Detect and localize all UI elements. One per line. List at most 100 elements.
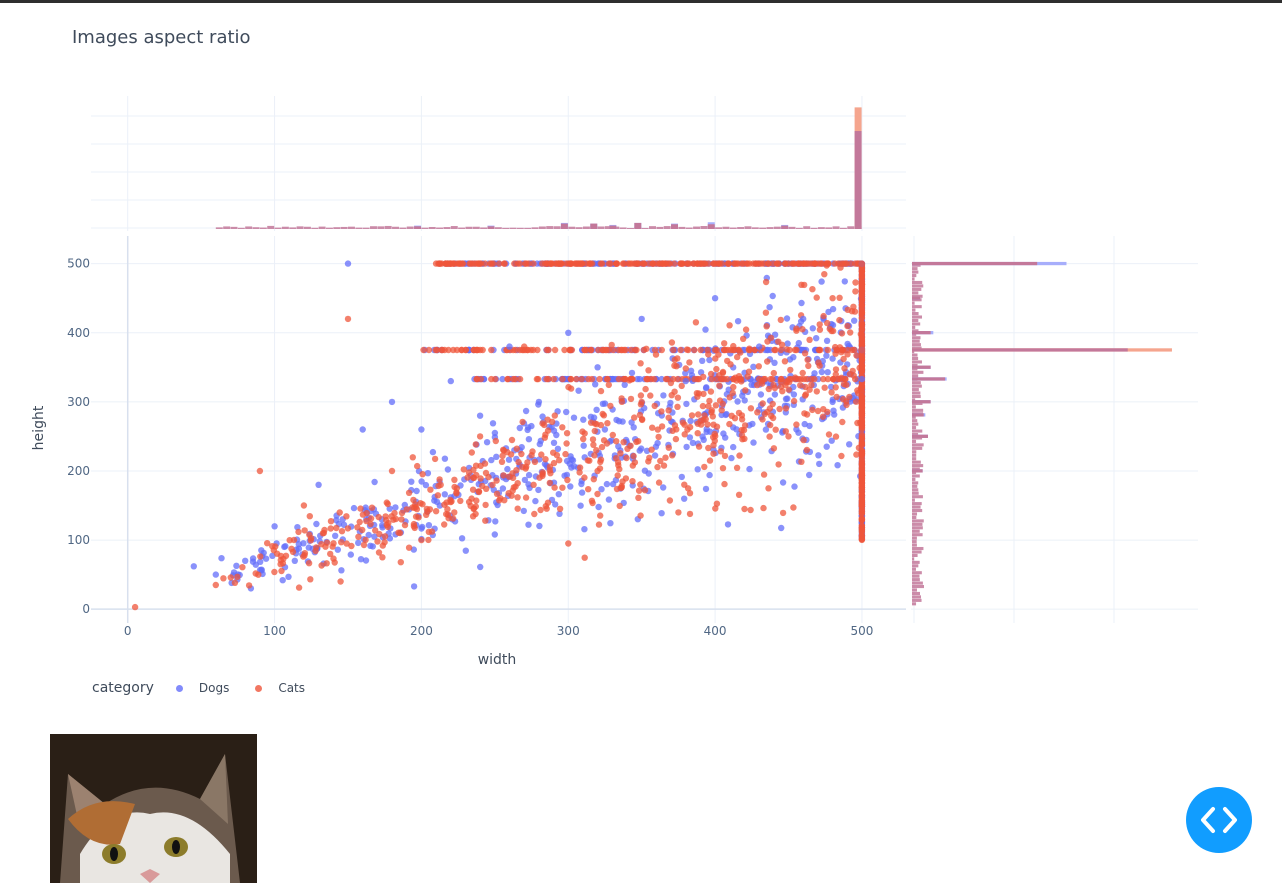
cat-point: [608, 341, 615, 349]
cat-point: [755, 363, 762, 370]
dog-point: [477, 563, 484, 571]
cat-point: [318, 562, 325, 569]
cat-point: [747, 506, 754, 514]
cat-point: [648, 446, 655, 453]
cat-point: [496, 260, 503, 267]
cat-point: [803, 446, 811, 454]
cat-point: [813, 294, 820, 301]
cat-point: [522, 260, 529, 267]
hist-x-bar: [729, 227, 737, 229]
cat-point: [589, 436, 597, 443]
dog-point: [658, 510, 665, 517]
cat-point: [599, 260, 606, 267]
cat-point: [271, 568, 278, 576]
dog-point: [233, 562, 240, 569]
hist-y-bar: [912, 578, 920, 582]
cat-point: [519, 418, 526, 426]
cat-point: [397, 559, 404, 566]
cat-point: [499, 452, 506, 459]
cat-point: [790, 397, 798, 405]
cat-point: [811, 375, 818, 383]
cat-point: [300, 502, 308, 509]
cat-point: [431, 455, 439, 463]
dog-point: [784, 340, 791, 347]
cat-point: [820, 312, 827, 320]
cat-point: [723, 375, 731, 383]
cat-point: [558, 260, 565, 267]
legend-item-cats[interactable]: Cats: [255, 681, 305, 695]
y-tick-label: 100: [67, 533, 90, 547]
cat-point: [622, 475, 630, 482]
cat-point: [800, 436, 807, 444]
cat-point: [375, 513, 382, 521]
dog-point: [678, 473, 685, 481]
cat-point: [256, 467, 264, 475]
hist-x-bar: [575, 227, 583, 229]
chart-title: Images aspect ratio: [72, 27, 251, 48]
legend-item-dogs[interactable]: Dogs: [175, 681, 229, 695]
hist-x-bar: [318, 226, 326, 229]
hist-x-bar: [362, 227, 370, 229]
hist-x-bar: [773, 226, 781, 229]
cat-point: [838, 452, 845, 460]
dog-point: [491, 531, 498, 538]
cat-point: [651, 375, 658, 383]
dog-point: [851, 317, 858, 324]
x-axis-title: width: [478, 652, 517, 668]
dog-point: [748, 381, 755, 388]
cat-point: [425, 528, 432, 536]
cat-point: [537, 506, 544, 514]
hist-x-bar: [781, 225, 789, 229]
hist-y-bar: [912, 488, 919, 492]
hist-x-bar: [597, 226, 605, 229]
dog-point: [344, 260, 352, 267]
cat-point: [550, 449, 557, 456]
cat-point: [785, 386, 792, 393]
dog-point: [619, 418, 626, 425]
hist-x-bar: [832, 226, 840, 229]
dog-point: [823, 443, 830, 450]
cat-point: [559, 424, 566, 431]
hist-y-bar: [912, 571, 922, 575]
hist-y-bar: [912, 498, 915, 502]
dog-point: [550, 439, 558, 446]
cat-point: [443, 260, 451, 267]
dog-point: [578, 480, 585, 488]
cat-point: [858, 323, 866, 330]
dog-point: [577, 502, 584, 509]
dog-point: [818, 278, 825, 285]
cat-point: [804, 356, 811, 363]
hist-x-bar: [443, 227, 451, 229]
dog-point: [771, 359, 778, 366]
cat-point: [824, 408, 831, 416]
dog-point: [369, 543, 376, 550]
hist-y-bar: [912, 502, 922, 506]
cat-point: [571, 260, 579, 267]
cat-point: [738, 416, 746, 423]
hist-y-bar: [912, 546, 924, 551]
cat-point: [853, 398, 860, 405]
dog-point: [242, 557, 249, 564]
cat-point: [264, 540, 271, 547]
cat-point: [668, 339, 676, 346]
cat-point: [677, 260, 685, 267]
hist-y-bar: [912, 267, 918, 271]
cat-point: [819, 413, 827, 420]
code-toggle-button[interactable]: [1186, 787, 1252, 853]
hist-x-bar: [392, 226, 400, 229]
cat-point: [784, 377, 791, 385]
cat-point: [716, 382, 723, 389]
cat-point: [833, 393, 840, 401]
hist-x-bar: [663, 226, 671, 229]
hist-y-bar: [912, 467, 920, 471]
cat-point: [858, 467, 866, 475]
dog-point: [706, 471, 713, 479]
cat-point: [751, 346, 758, 354]
dog-point: [702, 485, 710, 493]
cat-point: [744, 373, 751, 380]
dog-point: [492, 518, 499, 525]
cat-point: [781, 358, 789, 365]
cat-point: [787, 366, 794, 374]
cat-point: [410, 523, 418, 530]
cat-point: [735, 373, 743, 380]
